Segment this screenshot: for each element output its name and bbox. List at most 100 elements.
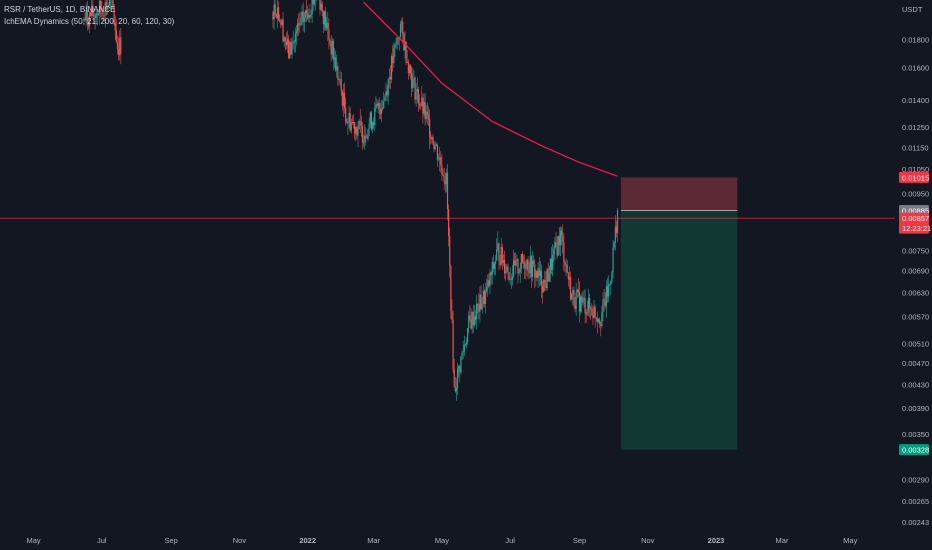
candle-body bbox=[367, 129, 369, 139]
candle-body bbox=[444, 181, 446, 185]
symbol-title[interactable]: RSR / TetherUS, 1D, BINANCE bbox=[4, 5, 116, 14]
candle-body bbox=[452, 319, 454, 370]
candle-body bbox=[539, 270, 541, 277]
candle-body bbox=[415, 91, 417, 100]
price-tick-label: 0.01150 bbox=[902, 143, 929, 152]
candle-body bbox=[557, 236, 559, 256]
candle-body bbox=[507, 266, 509, 273]
candle-body bbox=[324, 11, 327, 29]
countdown-badge-text: 12:23:21 bbox=[902, 224, 931, 233]
candle-body bbox=[368, 123, 370, 130]
candle-body bbox=[515, 260, 517, 266]
candle-body bbox=[337, 66, 339, 80]
time-tick-label: Nov bbox=[233, 536, 247, 545]
candle-body bbox=[273, 4, 275, 20]
candle-body bbox=[329, 39, 331, 44]
candle-body bbox=[512, 260, 515, 277]
candle-body bbox=[584, 298, 586, 314]
candle-body bbox=[536, 270, 538, 278]
candle-body bbox=[435, 144, 437, 146]
candle-body bbox=[529, 256, 531, 273]
candle-body bbox=[384, 97, 386, 101]
candle-body bbox=[454, 386, 456, 392]
candle-body bbox=[571, 294, 573, 300]
candle-body bbox=[576, 289, 578, 293]
take-profit-zone[interactable] bbox=[620, 210, 738, 450]
candle-body bbox=[442, 174, 444, 176]
candle-body bbox=[593, 307, 595, 318]
price-tick-label: 0.00290 bbox=[902, 475, 929, 484]
candle-body bbox=[373, 122, 375, 126]
ema-line bbox=[363, 1, 618, 177]
candle-body bbox=[496, 249, 498, 261]
candle-body bbox=[117, 49, 120, 55]
stop-loss-zone[interactable] bbox=[620, 177, 738, 211]
price-tick-label: 0.00510 bbox=[902, 339, 929, 348]
countdown-badge bbox=[899, 222, 929, 234]
candle-body bbox=[311, 0, 313, 15]
candle-body bbox=[524, 262, 526, 268]
candle-body bbox=[471, 311, 473, 329]
candle-body bbox=[535, 270, 537, 278]
candle-body bbox=[580, 296, 582, 312]
candle-body bbox=[455, 388, 458, 392]
candle-body bbox=[481, 303, 483, 310]
candle-body bbox=[346, 121, 348, 124]
candle-body bbox=[397, 38, 399, 40]
candle-body bbox=[553, 248, 555, 255]
candle-body bbox=[382, 108, 384, 110]
chart-legend: RSR / TetherUS, 1D, BINANCE IchEMA Dynam… bbox=[4, 4, 174, 28]
candle-body bbox=[511, 276, 513, 280]
candle-body bbox=[303, 17, 305, 23]
candle-body bbox=[482, 290, 484, 304]
candle-body bbox=[295, 30, 298, 34]
candle-body bbox=[509, 278, 511, 280]
candle-body bbox=[281, 19, 283, 25]
candle-body bbox=[594, 307, 596, 318]
candle-body bbox=[514, 260, 516, 266]
candle-body bbox=[332, 40, 334, 60]
candle-body bbox=[468, 315, 470, 329]
candle-body bbox=[495, 260, 497, 265]
candle-body bbox=[530, 256, 533, 277]
candle-body bbox=[464, 344, 466, 346]
candle-body bbox=[483, 290, 486, 304]
candle-body bbox=[501, 247, 503, 263]
candle-body bbox=[574, 305, 576, 310]
candle-body bbox=[497, 243, 499, 250]
candle-body bbox=[582, 298, 584, 303]
time-tick-label: May bbox=[843, 536, 857, 545]
price-tick-label: 0.01400 bbox=[902, 96, 929, 105]
candle-body bbox=[446, 172, 449, 210]
candle-body bbox=[445, 172, 447, 185]
candle-body bbox=[448, 209, 450, 236]
indicator-label[interactable]: IchEMA Dynamics (50, 21, 200, 20, 60, 12… bbox=[4, 17, 175, 26]
candle-body bbox=[460, 356, 462, 373]
candle-body bbox=[354, 122, 356, 134]
time-tick-label: May bbox=[435, 536, 449, 545]
candle-body bbox=[98, 0, 101, 14]
candle-body bbox=[301, 11, 303, 17]
candle-body bbox=[383, 100, 385, 109]
candle-body bbox=[436, 144, 439, 160]
last-price-badge bbox=[899, 212, 929, 224]
candle-body bbox=[432, 137, 434, 144]
candle-body bbox=[473, 316, 475, 326]
candle-body bbox=[611, 271, 613, 282]
candle-body bbox=[563, 241, 565, 263]
candle-body bbox=[543, 279, 545, 293]
price-tick-label: 0.00470 bbox=[902, 359, 929, 368]
candle-body bbox=[554, 241, 556, 249]
candle-body bbox=[498, 243, 500, 261]
candle-body bbox=[323, 11, 326, 25]
time-tick-label: Sep bbox=[573, 536, 586, 545]
candle-body bbox=[319, 0, 321, 10]
candle-body bbox=[293, 41, 295, 43]
candle-body bbox=[336, 66, 338, 71]
candle-body bbox=[519, 268, 521, 273]
candle-body bbox=[331, 40, 333, 55]
candle-body bbox=[355, 126, 357, 134]
candle-body bbox=[406, 61, 408, 63]
candle-body bbox=[101, 9, 103, 11]
